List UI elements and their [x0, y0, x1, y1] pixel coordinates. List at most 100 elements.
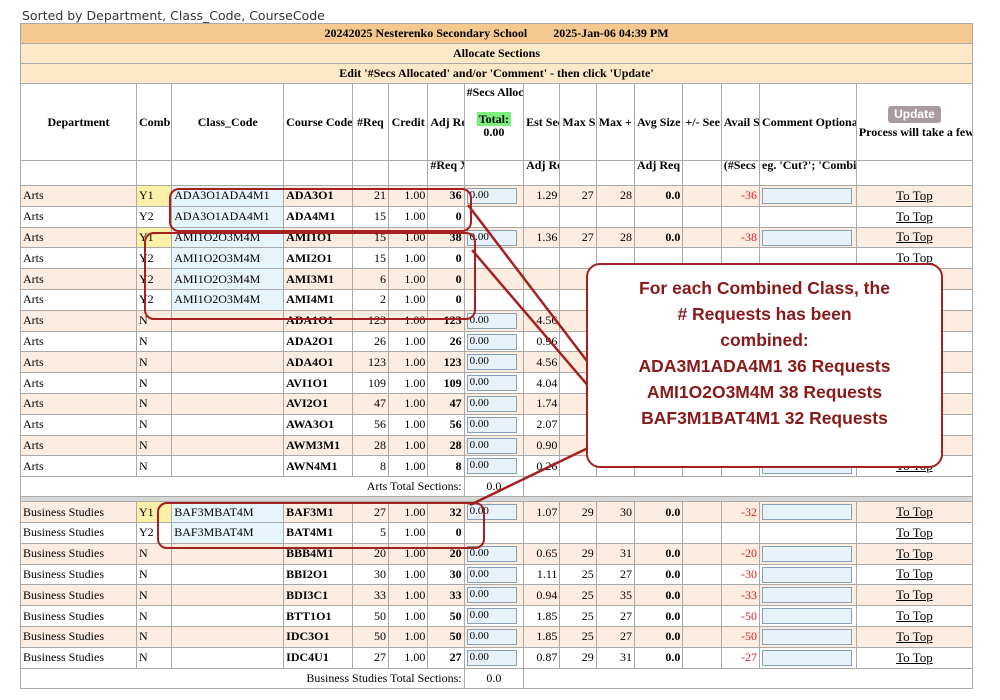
to-top-cell: To Top: [855, 501, 974, 523]
to-top-link[interactable]: To Top: [896, 545, 933, 561]
secs-allocated-input[interactable]: 0.00: [466, 437, 517, 454]
department-cell: Business Studies: [20, 521, 137, 544]
max-size-cell: 29: [559, 646, 597, 669]
credit-cell: 1.00: [388, 226, 429, 249]
course-code-cell: ADA2O1: [283, 330, 353, 353]
department-cell: Business Studies: [20, 563, 137, 586]
update-button[interactable]: Update: [888, 105, 941, 123]
see-notes-cell: [682, 605, 722, 627]
to-top-link[interactable]: To Top: [896, 187, 933, 203]
total-row: Arts Total Sections: 0.0: [20, 476, 973, 498]
secs-allocated-cell: 0.00: [463, 605, 525, 627]
secs-allocated-cell: 0.00: [463, 372, 525, 394]
req-cell: 8: [351, 455, 390, 478]
to-top-link[interactable]: To Top: [896, 628, 933, 644]
total-label: Business Studies Total Sections:: [20, 667, 465, 689]
secs-allocated-input[interactable]: 0.00: [466, 395, 517, 412]
adj-req-cell: 0: [427, 205, 465, 228]
header-secs-allocated: #Secs Allocated Total: 0.00: [463, 83, 525, 161]
secs-allocated-input[interactable]: 0.00: [466, 188, 517, 205]
department-cell: Arts: [20, 330, 137, 353]
to-top-link[interactable]: To Top: [896, 208, 933, 224]
credit-cell: 1.00: [388, 605, 429, 627]
department-cell: Business Studies: [20, 646, 137, 669]
comment-cell: [759, 584, 857, 607]
department-cell: Arts: [20, 455, 137, 478]
secs-allocated-input[interactable]: 0.00: [466, 566, 517, 583]
total-badge: Total:: [476, 112, 511, 126]
table-row: Business Studies N IDC3O1 50 1.00 50 0.00 1.85 2…: [20, 625, 974, 648]
subheader-comment: eg. 'Cut?'; 'Combine?'; 'Talk with Head'…: [759, 160, 857, 186]
comment-input[interactable]: [762, 608, 853, 625]
comment-input[interactable]: [762, 545, 853, 562]
to-top-link[interactable]: To Top: [896, 504, 933, 520]
max-size-cell: [559, 521, 597, 544]
table-row: Business Studies N BBI2O1 30 1.00 30 0.00 1.11 2…: [20, 563, 974, 586]
adj-req-cell: 0: [427, 521, 465, 544]
course-code-cell: AMI3M1: [283, 268, 353, 290]
to-top-cell: To Top: [855, 563, 974, 586]
comment-input[interactable]: [762, 628, 853, 645]
secs-allocated-input[interactable]: 0.00: [466, 354, 517, 371]
avail-seats-cell: -50: [720, 605, 761, 627]
total-sections-value: 0.0: [463, 667, 525, 689]
comment-input[interactable]: [762, 188, 853, 205]
to-top-link[interactable]: To Top: [896, 250, 933, 266]
secs-allocated-input[interactable]: 0.00: [466, 649, 517, 666]
see-notes-cell: [682, 584, 722, 607]
secs-allocated-input[interactable]: 0.00: [466, 416, 517, 433]
secs-allocated-input[interactable]: 0.00: [466, 333, 517, 350]
avg-size-cell: [634, 205, 684, 228]
header-see-notes: +/- See Notes Below: [682, 83, 722, 161]
secs-allocated-input[interactable]: 0.00: [466, 608, 517, 625]
secs-allocated-input[interactable]: 0.00: [466, 504, 517, 521]
class-code-cell: [171, 372, 285, 394]
secs-allocated-input[interactable]: 0.00: [466, 545, 517, 562]
avail-seats-cell: -32: [720, 501, 761, 523]
class-code-cell: [171, 413, 285, 436]
adj-req-cell: 47: [427, 392, 465, 415]
comment-input[interactable]: [762, 566, 853, 583]
credit-cell: 1.00: [388, 521, 429, 544]
comment-input[interactable]: [762, 587, 853, 604]
credit-cell: 1.00: [388, 309, 429, 332]
class-code-cell: ADA3O1ADA4M1: [171, 205, 285, 228]
secs-allocated-input[interactable]: 0.00: [466, 229, 517, 246]
total-value: 0.00: [483, 125, 505, 139]
est-secs-cell: 4.56: [523, 309, 561, 332]
header-adj-req: Adj Req: [427, 83, 465, 161]
callout-line-1: For each Combined Class, the: [639, 278, 890, 298]
department-cell: Arts: [20, 247, 137, 270]
secs-allocated-input[interactable]: 0.00: [466, 587, 517, 604]
comment-input[interactable]: [762, 229, 853, 246]
class-code-cell: [171, 392, 285, 415]
to-top-cell: To Top: [855, 605, 974, 627]
comment-input[interactable]: [762, 649, 853, 666]
adj-req-cell: 27: [427, 646, 465, 669]
to-top-link[interactable]: To Top: [896, 649, 933, 665]
secs-allocated-input[interactable]: 0.00: [466, 458, 517, 475]
credit-cell: 1.00: [388, 268, 429, 290]
secs-allocated-input[interactable]: 0.00: [466, 628, 517, 645]
to-top-cell: To Top: [855, 625, 974, 648]
to-top-link[interactable]: To Top: [896, 608, 933, 624]
comb-cell: N: [135, 372, 173, 394]
secs-allocated-cell: [463, 205, 525, 228]
total-row: Business Studies Total Sections: 0.0: [20, 667, 973, 689]
to-top-link[interactable]: To Top: [896, 229, 933, 245]
secs-allocated-input[interactable]: 0.00: [466, 375, 517, 392]
max-flex-cell: [595, 521, 636, 544]
secs-allocated-input[interactable]: 0.00: [466, 312, 517, 329]
comment-input[interactable]: [762, 504, 853, 521]
to-top-link[interactable]: To Top: [896, 524, 933, 540]
class-code-cell: [171, 351, 285, 374]
req-cell: 33: [351, 584, 390, 607]
header-max-flex: Max + Flex: [595, 83, 636, 161]
department-cell: Arts: [20, 185, 137, 207]
to-top-link[interactable]: To Top: [896, 587, 933, 603]
course-code-cell: IDC4U1: [283, 646, 353, 669]
adj-req-cell: 30: [427, 563, 465, 586]
to-top-link[interactable]: To Top: [896, 566, 933, 582]
department-cell: Arts: [20, 268, 137, 290]
course-code-cell: AWA3O1: [283, 413, 353, 436]
